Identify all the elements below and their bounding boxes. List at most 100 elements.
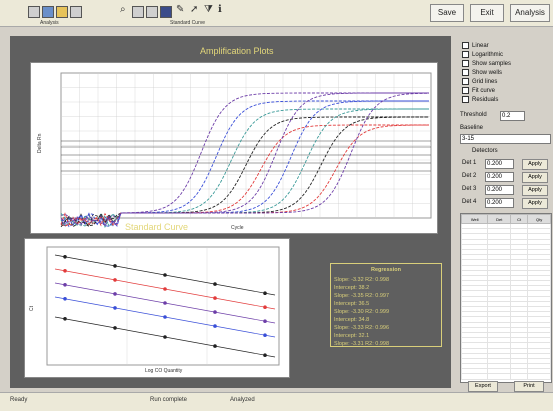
print-icon[interactable] xyxy=(70,6,82,18)
plot-area xyxy=(47,247,279,365)
legend-line: Intercept: 36.5 xyxy=(334,300,438,308)
data-point xyxy=(163,273,167,277)
table-cell xyxy=(528,374,551,379)
legend-line: Slope: -3.30 R2: 0.999 xyxy=(334,308,438,316)
legend-line: Intercept: 38.2 xyxy=(334,284,438,292)
data-point xyxy=(213,296,217,300)
chart-icon[interactable] xyxy=(160,6,172,18)
detector-value[interactable]: 0.200 xyxy=(485,159,514,169)
detector-name: Det 1 xyxy=(462,160,476,166)
export-button[interactable]: Export xyxy=(468,381,498,392)
checkbox[interactable] xyxy=(462,87,469,94)
open-icon[interactable] xyxy=(56,6,68,18)
detector-apply-button[interactable]: Apply xyxy=(522,185,548,196)
detector-apply-button[interactable]: Apply xyxy=(522,172,548,183)
data-point xyxy=(213,282,217,286)
detector-value[interactable]: 0.200 xyxy=(485,198,514,208)
filter-icon[interactable]: ⧩ xyxy=(204,4,213,15)
amplification-plot: Delta Rn Cycle xyxy=(30,62,438,234)
detector-name: Det 3 xyxy=(462,186,476,192)
checkbox[interactable] xyxy=(462,60,469,67)
data-point xyxy=(163,335,167,339)
standard-ylabel: Ct xyxy=(29,305,35,311)
save-button[interactable]: Save xyxy=(430,4,464,22)
option-6[interactable]: Residuals xyxy=(462,96,498,103)
tab-analysis[interactable]: Analysis xyxy=(40,20,59,26)
data-point xyxy=(213,344,217,348)
option-0[interactable]: Linear xyxy=(462,42,489,49)
baseline-input[interactable]: 3-15 xyxy=(460,134,551,144)
data-point xyxy=(213,324,217,328)
analysis-button[interactable]: Analysis xyxy=(510,4,550,22)
print-button[interactable]: Print xyxy=(514,381,544,392)
checkbox[interactable] xyxy=(462,51,469,58)
checkbox[interactable] xyxy=(462,42,469,49)
data-point xyxy=(163,301,167,305)
standard-curve-plot: Ct Log CO Quantity xyxy=(24,238,290,378)
copy-icon[interactable] xyxy=(132,6,144,18)
table-header[interactable]: Det xyxy=(488,215,511,224)
table-header[interactable]: Well xyxy=(462,215,488,224)
detector-header: Detectors xyxy=(472,148,498,154)
save-icon[interactable] xyxy=(42,6,54,18)
checkbox[interactable] xyxy=(462,78,469,85)
legend-line: Intercept: 34.8 xyxy=(334,316,438,324)
data-point xyxy=(263,319,267,323)
detector-apply-button[interactable]: Apply xyxy=(522,159,548,170)
amplification-title: Amplification Plots xyxy=(200,46,274,56)
data-point xyxy=(163,287,167,291)
well-table[interactable]: Well Det Ct Qty xyxy=(460,213,552,383)
legend-line: Intercept: 32.1 xyxy=(334,332,438,340)
amplification-svg: Delta Rn Cycle xyxy=(31,63,437,233)
legend-line: Slope: -3.31 R2: 0.998 xyxy=(334,340,438,348)
table-header[interactable]: Ct xyxy=(511,215,528,224)
standard-curve-title: Standard Curve xyxy=(125,222,188,232)
data-point xyxy=(163,315,167,319)
data-point xyxy=(113,264,117,268)
standard-curve-svg: Ct Log CO Quantity xyxy=(25,239,289,377)
paste-icon[interactable] xyxy=(146,6,158,18)
threshold-input[interactable]: 0.2 xyxy=(500,111,525,121)
data-point xyxy=(63,317,67,321)
threshold-label: Threshold xyxy=(460,112,487,118)
option-2[interactable]: Show samples xyxy=(462,60,511,67)
zoom-icon[interactable]: ⌕ xyxy=(120,4,126,15)
data-point xyxy=(113,326,117,330)
new-file-icon[interactable] xyxy=(28,6,40,18)
data-point xyxy=(113,278,117,282)
data-point xyxy=(63,297,67,301)
pencil-icon[interactable]: ✎ xyxy=(176,4,184,15)
data-point xyxy=(263,305,267,309)
legend-header: Regression xyxy=(334,266,438,274)
data-point xyxy=(63,269,67,273)
data-point xyxy=(263,291,267,295)
amplification-xlabel: Cycle xyxy=(231,225,244,231)
option-1[interactable]: Logarithmic xyxy=(462,51,503,58)
info-icon[interactable]: ℹ xyxy=(218,4,222,15)
data-point xyxy=(263,333,267,337)
option-5[interactable]: Fit curve xyxy=(462,87,495,94)
legend-line: Slope: -3.32 R2: 0.998 xyxy=(334,276,438,284)
standard-xlabel: Log CO Quantity xyxy=(145,368,183,374)
checkbox[interactable] xyxy=(462,69,469,76)
tab-standard-curve[interactable]: Standard Curve xyxy=(170,20,205,26)
data-point xyxy=(213,310,217,314)
exit-button[interactable]: Exit xyxy=(470,4,504,22)
option-4[interactable]: Grid lines xyxy=(462,78,497,85)
option-3[interactable]: Show wells xyxy=(462,69,502,76)
regression-legend: Regression Slope: -3.32 R2: 0.998 Interc… xyxy=(330,263,442,347)
table-cell xyxy=(462,374,488,379)
detector-value[interactable]: 0.200 xyxy=(485,185,514,195)
data-point xyxy=(63,255,67,259)
table-cell xyxy=(511,374,528,379)
checkbox[interactable] xyxy=(462,96,469,103)
table-row[interactable] xyxy=(462,374,551,379)
pointer-icon[interactable]: ➚ xyxy=(190,4,198,15)
table-header[interactable]: Qty xyxy=(528,215,551,224)
status-run: Run complete xyxy=(150,397,187,403)
status-analyzed: Analyzed xyxy=(230,397,255,403)
detector-value[interactable]: 0.200 xyxy=(485,172,514,182)
status-ready: Ready xyxy=(10,397,27,403)
detector-apply-button[interactable]: Apply xyxy=(522,198,548,209)
detector-name: Det 2 xyxy=(462,173,476,179)
